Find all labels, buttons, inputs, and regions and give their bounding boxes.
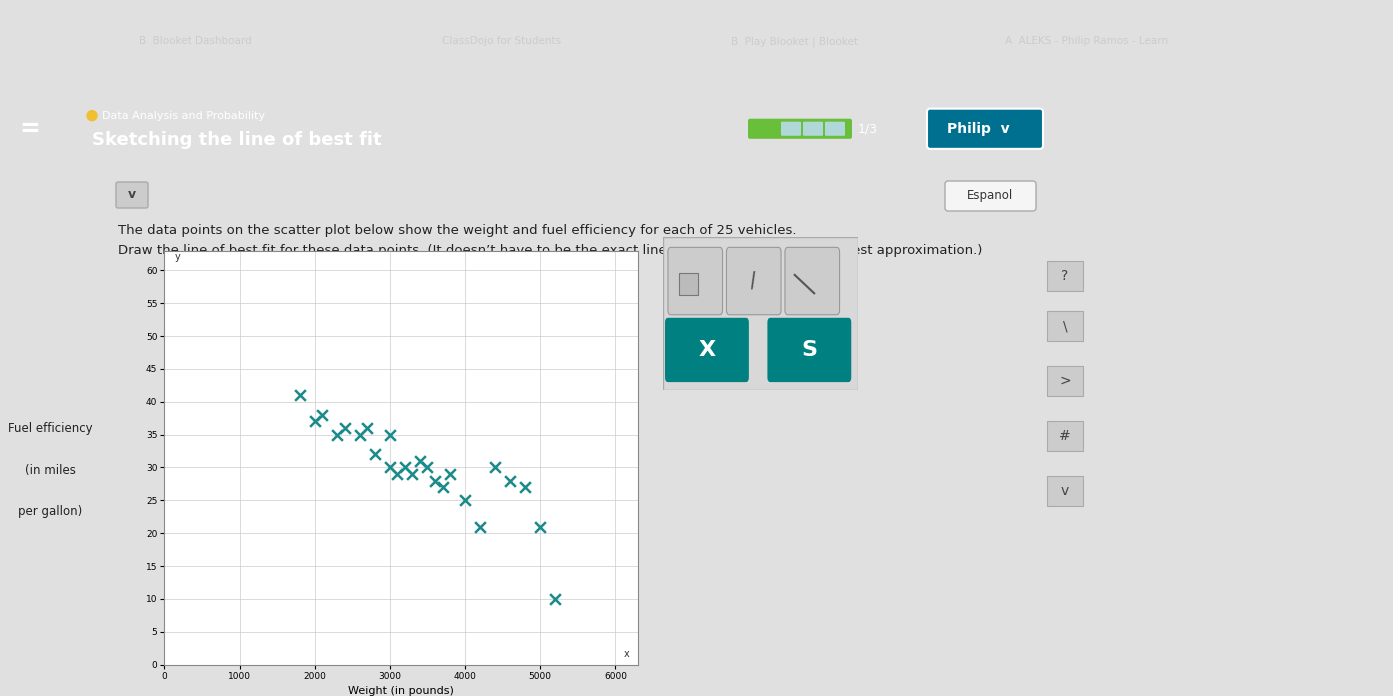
Text: /: / [748, 271, 759, 292]
Point [417, 462, 439, 473]
Point [432, 482, 454, 493]
Point [394, 462, 417, 473]
Point [514, 482, 536, 493]
Point [288, 390, 311, 401]
Circle shape [86, 111, 98, 120]
Text: ?: ? [1061, 269, 1068, 283]
Bar [1048, 311, 1082, 341]
Text: Data Analysis and Probability: Data Analysis and Probability [102, 111, 265, 120]
FancyBboxPatch shape [786, 247, 840, 315]
Point [483, 462, 506, 473]
X-axis label: Weight (in pounds): Weight (in pounds) [348, 686, 454, 696]
Text: per gallon): per gallon) [18, 505, 82, 518]
Text: #: # [1059, 429, 1071, 443]
Point [304, 416, 326, 427]
FancyBboxPatch shape [768, 318, 851, 382]
Point [357, 422, 379, 434]
Text: x: x [624, 649, 630, 659]
Text: =: = [20, 117, 40, 141]
FancyBboxPatch shape [802, 122, 823, 136]
FancyBboxPatch shape [669, 247, 723, 315]
FancyBboxPatch shape [727, 247, 781, 315]
Text: v: v [1061, 484, 1068, 498]
Point [423, 475, 446, 487]
Text: (in miles: (in miles [25, 464, 75, 477]
Text: The data points on the scatter plot below show the weight and fuel efficiency fo: The data points on the scatter plot belo… [118, 224, 797, 237]
Text: S: S [801, 340, 818, 360]
Text: v: v [128, 189, 137, 202]
FancyBboxPatch shape [926, 109, 1043, 149]
Bar [678, 274, 698, 295]
FancyBboxPatch shape [748, 119, 853, 139]
Bar [1048, 421, 1082, 451]
Text: ClassDojo for Students: ClassDojo for Students [442, 36, 561, 46]
Text: 1/3: 1/3 [858, 122, 878, 135]
FancyBboxPatch shape [116, 182, 148, 208]
Point [379, 429, 401, 440]
Point [348, 429, 371, 440]
Text: B  Blooket Dashboard: B Blooket Dashboard [139, 36, 251, 46]
Text: \: \ [1063, 319, 1067, 333]
FancyBboxPatch shape [944, 181, 1036, 211]
Point [499, 475, 521, 487]
Point [469, 521, 492, 532]
Text: Fuel efficiency: Fuel efficiency [8, 422, 92, 435]
Point [326, 429, 348, 440]
Point [401, 468, 423, 480]
Text: Espanol: Espanol [967, 189, 1013, 203]
Point [334, 422, 357, 434]
Point [454, 495, 476, 506]
Point [545, 594, 567, 605]
Bar [1048, 366, 1082, 396]
Point [364, 449, 386, 460]
Point [379, 462, 401, 473]
Bar [1048, 261, 1082, 291]
FancyBboxPatch shape [664, 318, 749, 382]
Point [311, 409, 333, 420]
Text: X: X [698, 340, 716, 360]
Bar [1048, 476, 1082, 506]
Text: Philip  v: Philip v [947, 122, 1010, 136]
FancyBboxPatch shape [781, 122, 801, 136]
Text: Draw the line of best fit for these data points. (It doesn’t have to be the exac: Draw the line of best fit for these data… [118, 244, 982, 257]
Text: B  Play Blooket | Blooket: B Play Blooket | Blooket [730, 36, 858, 47]
Point [386, 468, 408, 480]
Text: Sketching the line of best fit: Sketching the line of best fit [92, 131, 382, 149]
Text: y: y [176, 253, 181, 262]
Point [439, 468, 461, 480]
Text: >: > [1059, 374, 1071, 388]
Point [529, 521, 552, 532]
FancyBboxPatch shape [825, 122, 846, 136]
Point [408, 455, 430, 466]
Text: A  ALEKS - Philip Ramos - Learn: A ALEKS - Philip Ramos - Learn [1004, 36, 1169, 46]
